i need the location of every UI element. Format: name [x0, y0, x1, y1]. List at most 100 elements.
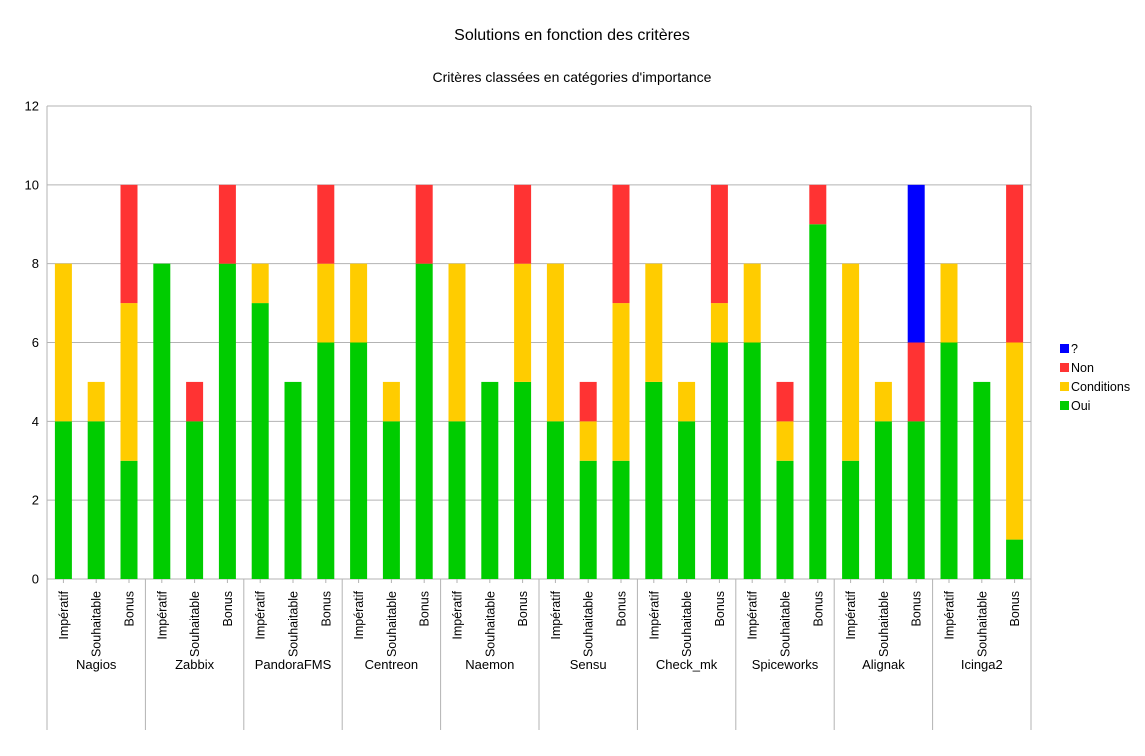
x-category-label: Bonus	[516, 591, 530, 626]
x-category-label: Bonus	[123, 591, 137, 626]
chart-title: Solutions en fonction des critères	[454, 27, 690, 44]
x-group-label: PandoraFMS	[255, 657, 332, 672]
x-group-label: Alignak	[862, 657, 905, 672]
legend-label: Conditions	[1071, 380, 1130, 394]
x-category-label: Impératif	[155, 590, 169, 639]
bar-segment-conditions	[54, 263, 72, 422]
x-category-label: Souhaitable	[287, 591, 301, 657]
bar-segment-conditions	[940, 263, 958, 343]
x-category-label: Impératif	[746, 590, 760, 639]
bar-segment-oui	[514, 381, 532, 579]
bar-segment-oui	[481, 381, 499, 579]
bar-segment-oui	[251, 303, 269, 579]
x-group-label: Icinga2	[961, 657, 1003, 672]
bar-segment-non	[809, 184, 827, 225]
legend-swatch	[1060, 382, 1069, 391]
bar-segment-oui	[874, 421, 892, 579]
bar-segment-oui	[907, 421, 925, 579]
bar-segment-oui	[973, 381, 991, 579]
bar-segment-oui	[842, 460, 860, 579]
x-category-label: Impératif	[352, 590, 366, 639]
y-tick-label: 2	[32, 493, 39, 508]
x-category-label: Impératif	[451, 590, 465, 639]
bar-segment-oui	[1006, 539, 1024, 579]
bar-segment-oui	[350, 342, 368, 579]
x-category-label: Bonus	[910, 591, 924, 626]
bar-segment-non	[1006, 184, 1024, 343]
bar-segment-conditions	[382, 381, 400, 422]
bar-segment-conditions	[612, 303, 630, 461]
x-category-label: Bonus	[418, 591, 432, 626]
bar-segment-oui	[612, 460, 630, 579]
bar-segment-oui	[54, 421, 72, 579]
y-tick-label: 12	[25, 99, 39, 114]
x-group-label: Centreon	[365, 657, 418, 672]
x-category-label: Impératif	[943, 590, 957, 639]
plot-area: 0 2 4 6 8 10 12 Impératif Souhaitable Bonus Impéra…	[25, 99, 1032, 730]
bar-segment-non	[218, 184, 236, 264]
y-tick-label: 0	[32, 572, 39, 587]
bar-segment-oui	[186, 421, 204, 579]
legend-label: Non	[1071, 361, 1094, 375]
bar-segment-non	[120, 184, 138, 304]
x-group-label: Sensu	[570, 657, 607, 672]
bar-segment-oui	[645, 381, 663, 579]
bar-segment-conditions	[579, 421, 597, 461]
bar-segment-non	[514, 184, 532, 264]
bar-segment-conditions	[448, 263, 466, 422]
bar-segment-conditions	[87, 381, 105, 422]
bar-segment-conditions	[251, 263, 269, 304]
bar-segment-non	[415, 184, 433, 264]
bar-segment-conditions	[514, 263, 532, 382]
x-category-label: Bonus	[811, 591, 825, 626]
bar-segment-conditions	[678, 381, 696, 422]
legend-swatch	[1060, 344, 1069, 353]
bar-segment-oui	[710, 342, 728, 579]
bar-segment-conditions	[546, 263, 564, 422]
x-group-label: Spiceworks	[752, 657, 819, 672]
x-group-label: Naemon	[465, 657, 514, 672]
x-category-label: Impératif	[647, 590, 661, 639]
bar-segment-oui	[678, 421, 696, 579]
bar-segment-conditions	[874, 381, 892, 422]
x-category-label: Bonus	[319, 591, 333, 626]
bar-segment-oui	[743, 342, 761, 579]
bar-segment-non	[776, 381, 794, 422]
x-category-label: Souhaitable	[877, 591, 891, 657]
bar-segment-non	[579, 381, 597, 422]
x-category-label: Souhaitable	[188, 591, 202, 657]
x-category-label: Souhaitable	[779, 591, 793, 657]
bar-segment-	[907, 184, 925, 343]
bar-segment-conditions	[1006, 342, 1024, 540]
bar-segment-conditions	[776, 421, 794, 461]
x-category-label: Souhaitable	[385, 591, 399, 657]
bar-segment-oui	[153, 263, 171, 579]
y-tick-label: 8	[32, 256, 39, 271]
x-category-label: Bonus	[1008, 591, 1022, 626]
legend-label: Oui	[1071, 399, 1090, 413]
x-category-label: Souhaitable	[582, 591, 596, 657]
bar-segment-non	[186, 381, 204, 422]
bar-segment-oui	[284, 381, 302, 579]
bar-segment-oui	[218, 263, 236, 579]
bar-segment-oui	[382, 421, 400, 579]
x-group-label: Zabbix	[175, 657, 215, 672]
bar-segment-conditions	[710, 303, 728, 343]
bar-segment-conditions	[120, 303, 138, 461]
bar-segment-conditions	[645, 263, 663, 382]
x-category-label: Souhaitable	[975, 591, 989, 657]
x-category-label: Impératif	[254, 590, 268, 639]
y-tick-label: 6	[32, 335, 39, 350]
x-category-label: Impératif	[844, 590, 858, 639]
legend-swatch	[1060, 363, 1069, 372]
bar-segment-oui	[940, 342, 958, 579]
bar-segment-oui	[546, 421, 564, 579]
x-category-label: Souhaitable	[90, 591, 104, 657]
x-category-label: Bonus	[615, 591, 629, 626]
bar-segment-oui	[579, 460, 597, 579]
chart-subtitle: Critères classées en catégories d'import…	[433, 69, 712, 85]
bar-segment-oui	[448, 421, 466, 579]
bar-segment-oui	[87, 421, 105, 579]
bar-segment-non	[612, 184, 630, 304]
